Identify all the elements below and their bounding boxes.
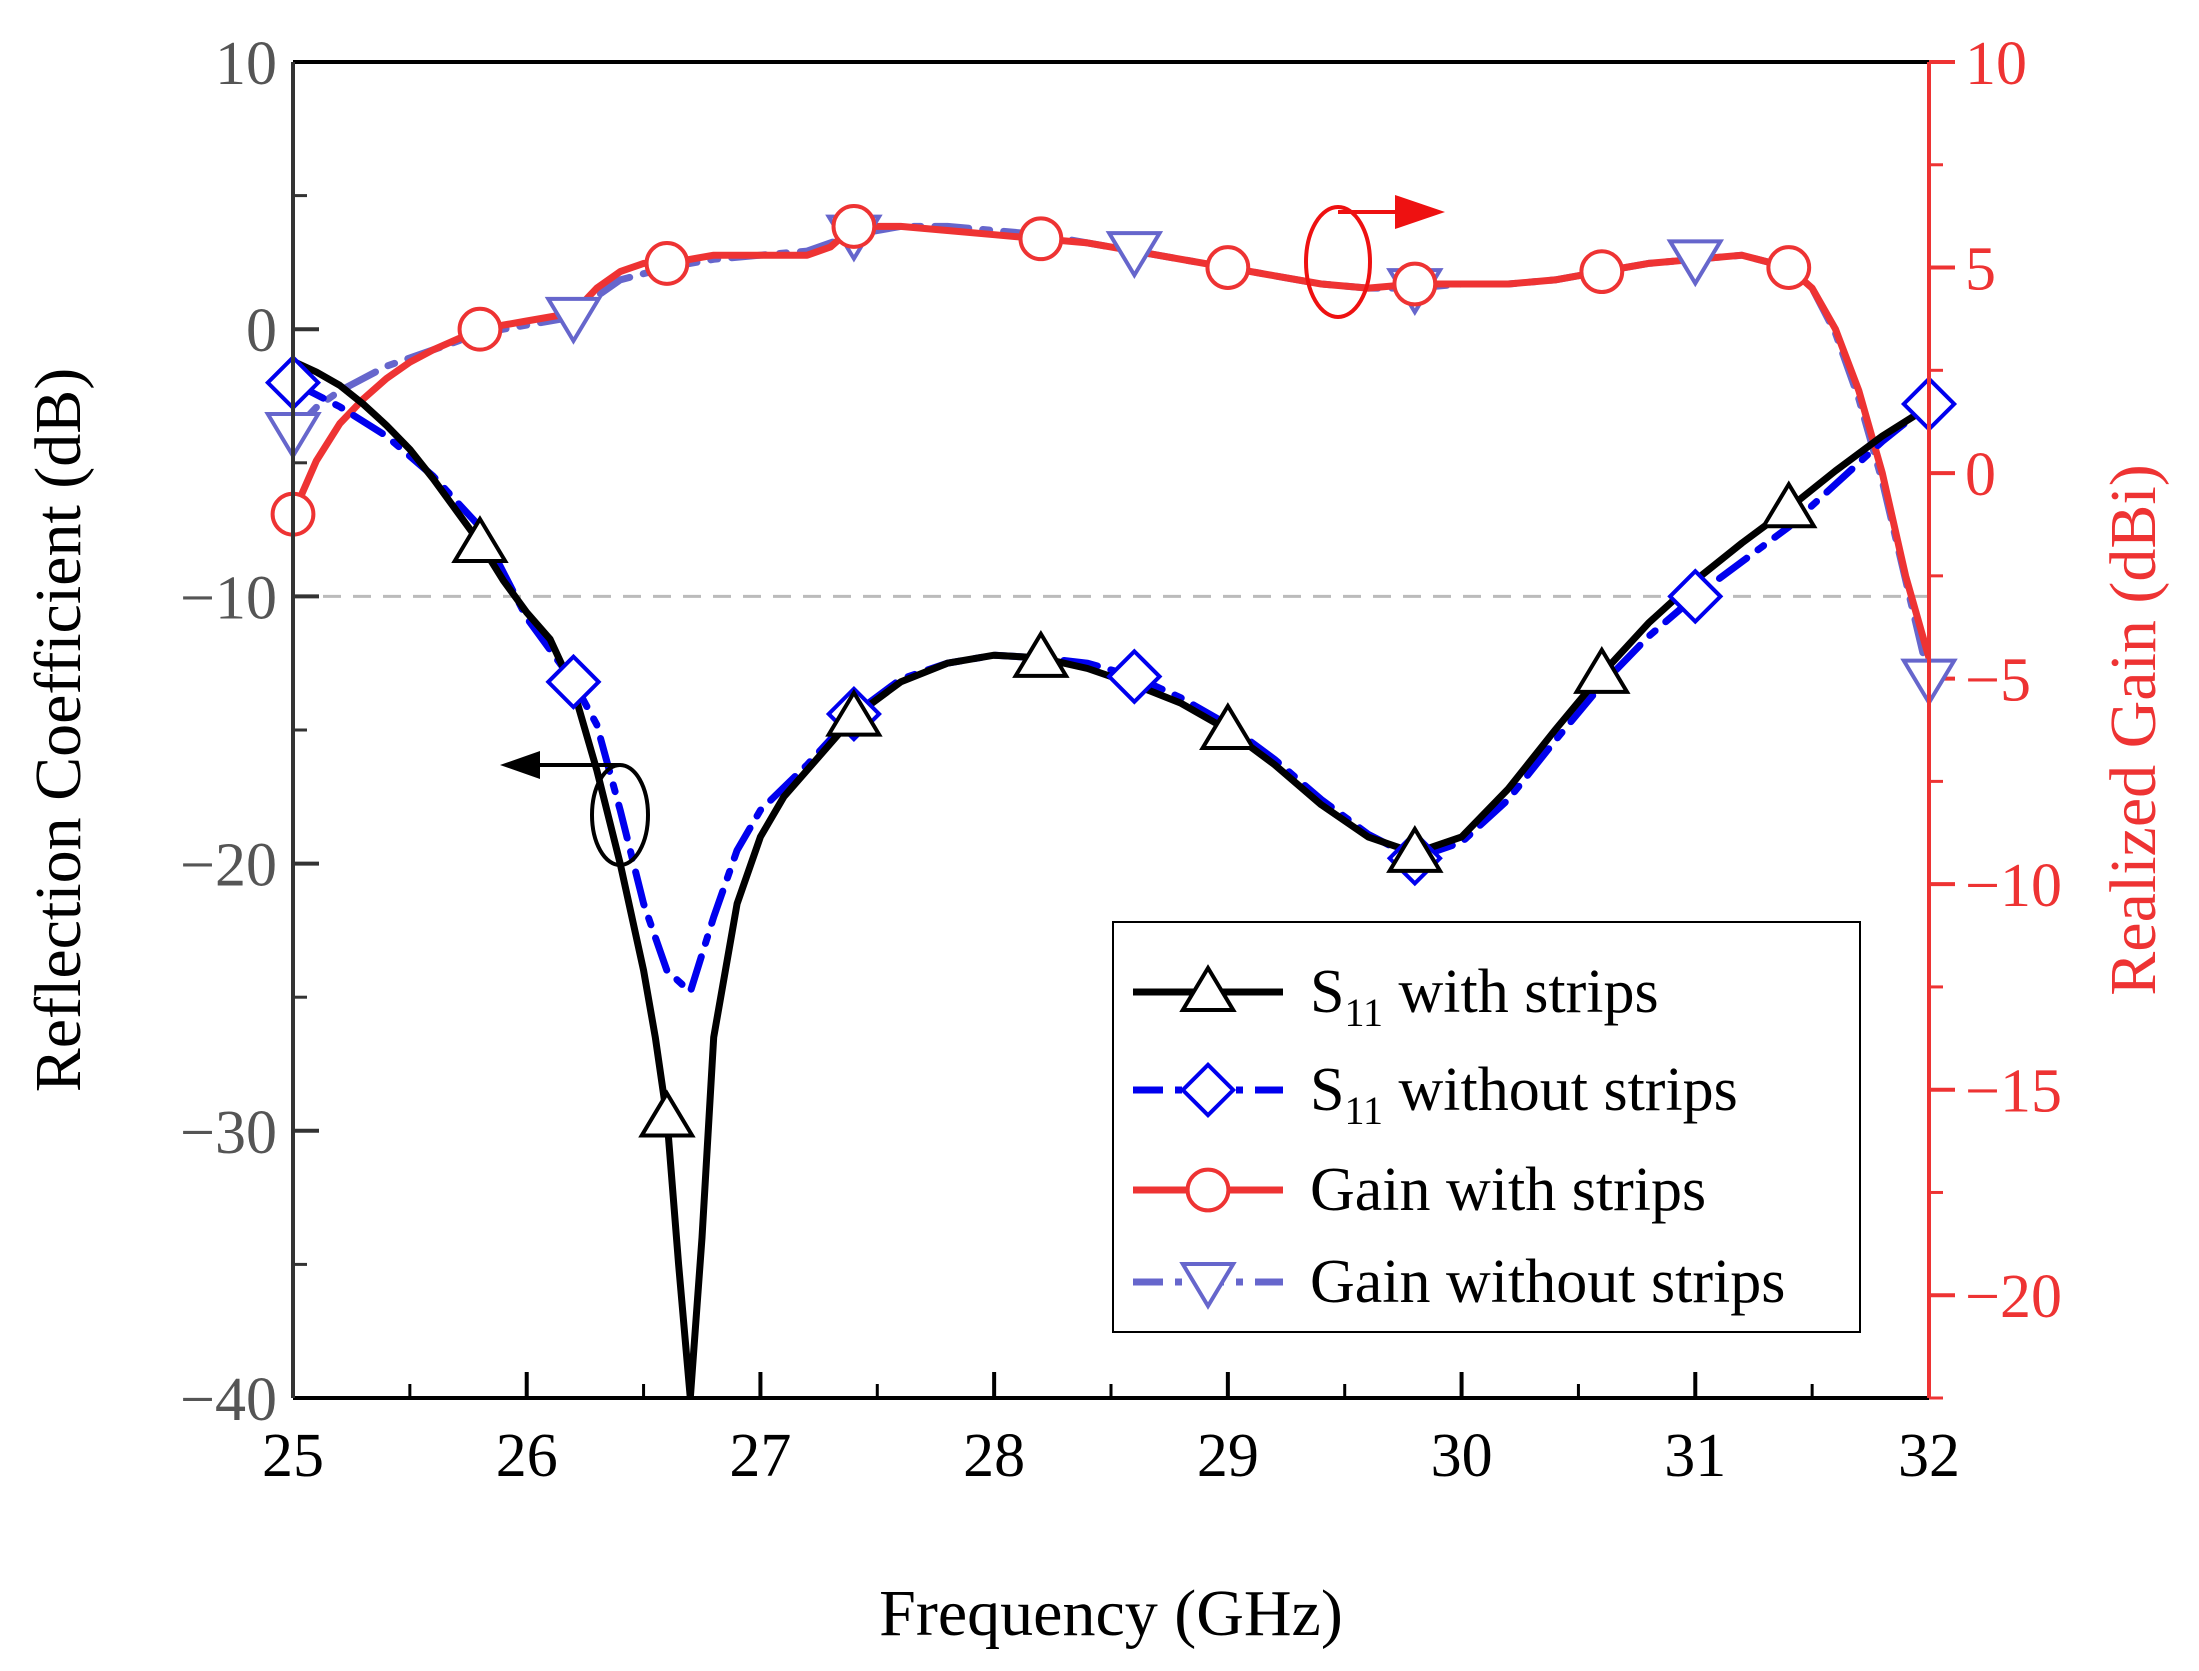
marker-s11-with-strips	[825, 688, 883, 737]
legend-swatch-marker	[1185, 1167, 1231, 1213]
right-tick-label: 0	[1965, 441, 1996, 509]
left-tick-label: −30	[180, 1099, 277, 1167]
marker-s11-with-strips	[1573, 646, 1631, 694]
legend-label-main: Gain with strips	[1310, 1156, 1706, 1224]
right-tick-label: −5	[1965, 647, 2031, 715]
marker-gain-with-strips	[1205, 245, 1251, 290]
left-axis-title: Reflection Coefficient (dB)	[22, 368, 95, 1093]
marker-gain-with-strips	[831, 204, 877, 249]
x-tick-label: 30	[1431, 1422, 1493, 1490]
legend-swatch-marker	[1179, 1061, 1237, 1119]
left-tick-label: −40	[180, 1366, 277, 1434]
left-tick-label: 0	[246, 297, 277, 365]
left-axis-ticks: 10 0 −10 −20 −30 −40	[180, 30, 319, 1434]
marker-gain-with-strips	[457, 306, 503, 352]
marker-s11-with-strips	[1760, 480, 1818, 529]
legend-label-subscript: 11	[1344, 1088, 1383, 1133]
right-tick-label: −15	[1965, 1058, 2062, 1126]
right-axis-ticks: 10 5 0 −5 −10 −15 −20	[1929, 30, 2062, 1400]
marker-s11-without-strips	[545, 653, 602, 710]
x-axis-ticks: 25 26 27 28 29 30 31 32	[262, 1372, 1960, 1490]
marker-s11-with-strips	[1012, 629, 1070, 678]
marker-s11-with-strips	[451, 515, 509, 563]
annotation-arrow-right-icon	[1395, 195, 1445, 229]
marker-gain-without-strips	[1666, 239, 1725, 288]
marker-gain-without-strips	[544, 296, 603, 345]
x-tick-label: 28	[963, 1422, 1025, 1490]
right-tick-label: 5	[1965, 236, 1996, 304]
marker-s11-with-strips	[1199, 702, 1257, 750]
legend-label-main: S	[1310, 1056, 1344, 1124]
x-tick-label: 26	[496, 1422, 558, 1490]
x-tick-label: 29	[1197, 1422, 1259, 1490]
legend-label-suffix: with strips	[1383, 958, 1659, 1026]
legend-label-main: S	[1310, 958, 1344, 1026]
marker-s11-without-strips	[1667, 568, 1724, 625]
legend-label: Gain with strips	[1310, 1156, 1706, 1224]
legend-label-subscript: 11	[1344, 990, 1383, 1035]
left-axis-annotation	[500, 751, 650, 867]
marker-gain-with-strips	[1018, 216, 1064, 262]
series-line-s11-without-strips	[293, 379, 1929, 996]
x-tick-label: 31	[1664, 1422, 1726, 1490]
x-tick-label: 27	[729, 1422, 791, 1490]
x-axis-title: Frequency (GHz)	[879, 1577, 1343, 1650]
right-tick-label: −10	[1965, 852, 2062, 920]
annotation-ellipse-right	[1304, 205, 1372, 319]
legend-swatch-marker	[1179, 1262, 1237, 1310]
legend-label: S11 without strips	[1310, 1056, 1738, 1133]
x-tick-label: 32	[1898, 1422, 1960, 1490]
marker-s11-with-strips	[1386, 825, 1444, 873]
annotation-arrow-left-icon	[500, 751, 540, 779]
right-axis-annotation	[1304, 195, 1445, 319]
legend-label: S11 with strips	[1310, 958, 1659, 1035]
marker-gain-without-strips	[1105, 231, 1164, 279]
marker-layer	[264, 204, 1958, 1138]
right-axis-title: Realized Gain (dBi)	[2097, 464, 2170, 995]
left-tick-label: 10	[215, 30, 277, 98]
legend-label: Gain without strips	[1310, 1248, 1785, 1316]
marker-s11-without-strips	[1106, 648, 1163, 705]
right-tick-label: −20	[1965, 1263, 2062, 1331]
legend-swatch-marker	[1179, 964, 1237, 1012]
marker-gain-with-strips	[1392, 261, 1438, 307]
left-tick-label: −10	[180, 564, 277, 632]
left-tick-label: −20	[180, 832, 277, 900]
legend-label-suffix: without strips	[1383, 1056, 1738, 1124]
marker-gain-with-strips	[1579, 249, 1625, 295]
marker-gain-with-strips	[644, 241, 690, 286]
right-tick-label: 10	[1965, 30, 2027, 98]
x-tick-label: 25	[262, 1422, 324, 1490]
legend-label-main: Gain without strips	[1310, 1248, 1785, 1316]
marker-s11-with-strips	[638, 1089, 696, 1138]
marker-gain-with-strips	[1766, 245, 1812, 290]
